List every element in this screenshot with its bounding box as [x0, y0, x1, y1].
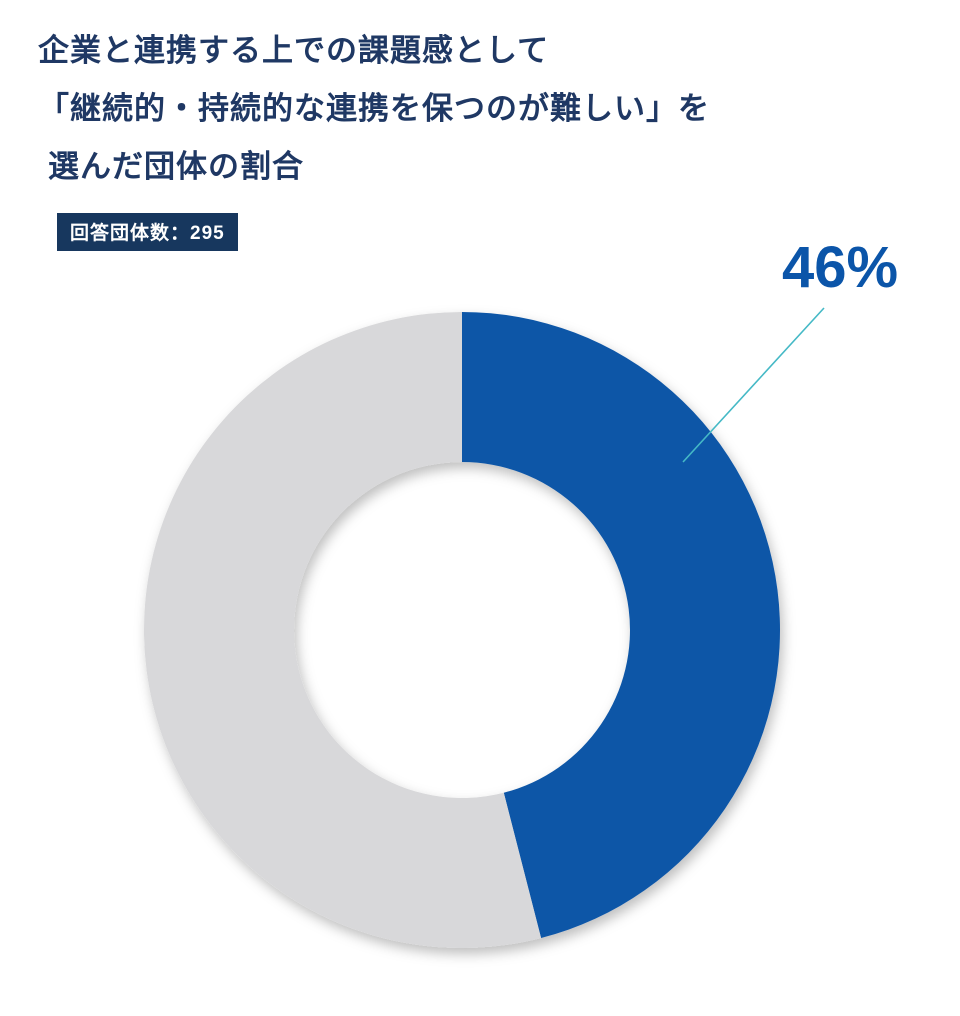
chart-title: 企業と連携する上での課題感として 「継続的・持続的な連携を保つのが難しい」を 選… [38, 22, 710, 196]
leader-line [682, 307, 825, 463]
chart-title-line-1: 企業と連携する上での課題感として [38, 33, 550, 68]
donut-slices [143, 312, 780, 949]
percentage-label: 46% [782, 235, 899, 300]
donut-slice-selected [462, 312, 780, 939]
chart-title-line-2: 「継続的・持続的な連携を保つのが難しい」を [38, 91, 710, 126]
respondent-count-badge: 回答団体数：295 [57, 213, 238, 251]
chart-title-line-3: 選んだ団体の割合 [48, 149, 304, 184]
donut-slice-other [143, 312, 542, 949]
